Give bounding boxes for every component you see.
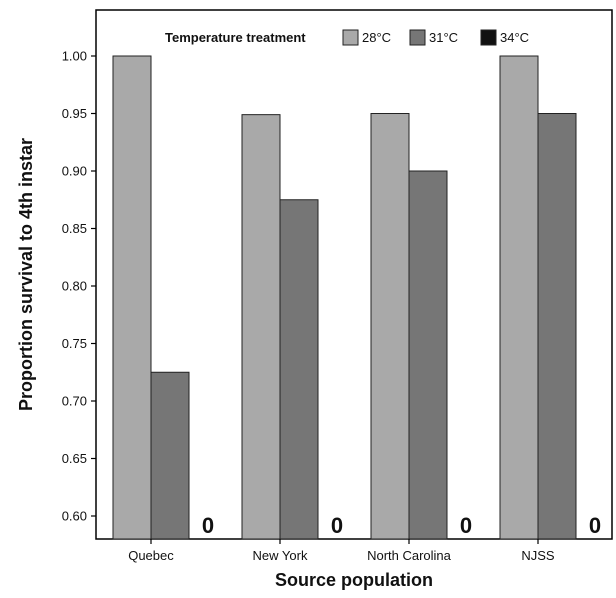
x-tick-label: Quebec [128,548,174,563]
x-axis-title: Source population [275,570,433,590]
bar-28°C-Quebec [112,55,152,540]
y-axis-title: Proportion survival to 4th instar [16,138,36,411]
bar-31°C-Quebec [150,371,190,540]
y-tick-label: 0.95 [62,106,87,121]
legend-label: 31°C [429,30,458,45]
y-axis: 0.60 0.65 0.70 0.75 0.80 0.85 0.90 0.95 1.00 [62,49,96,524]
legend: Temperature treatment 28°C 31°C 34°C [165,29,529,46]
x-axis: Quebec New York North Carolina NJSS [128,539,555,563]
zero-annotations: 0 0 0 0 [202,513,601,538]
bar-28°C-North Carolina [370,113,410,540]
bar-31°C-New York [279,199,319,540]
y-tick-label: 0.80 [62,279,87,294]
y-tick-label: 0.75 [62,336,87,351]
bar-31°C-NJSS [537,113,577,540]
legend-title: Temperature treatment [165,30,306,45]
legend-label: 34°C [500,30,529,45]
x-tick-label: NJSS [521,548,555,563]
bar-28°C-NJSS [499,55,539,540]
bars-group [112,55,577,540]
x-tick-label: North Carolina [367,548,452,563]
y-tick-label: 0.85 [62,221,87,236]
zero-label: 0 [460,513,472,538]
zero-label: 0 [331,513,343,538]
legend-swatch-34°C [480,29,497,46]
legend-label: 28°C [362,30,391,45]
bar-28°C-New York [241,114,281,540]
y-tick-label: 0.70 [62,394,87,409]
y-tick-label: 0.65 [62,451,87,466]
x-tick-label: New York [253,548,308,563]
bar-31°C-North Carolina [408,170,448,540]
y-tick-label: 0.60 [62,509,87,524]
y-tick-label: 1.00 [62,49,87,64]
zero-label: 0 [589,513,601,538]
legend-swatch-28°C [342,29,359,46]
zero-label: 0 [202,513,214,538]
legend-swatch-31°C [409,29,426,46]
y-tick-label: 0.90 [62,164,87,179]
